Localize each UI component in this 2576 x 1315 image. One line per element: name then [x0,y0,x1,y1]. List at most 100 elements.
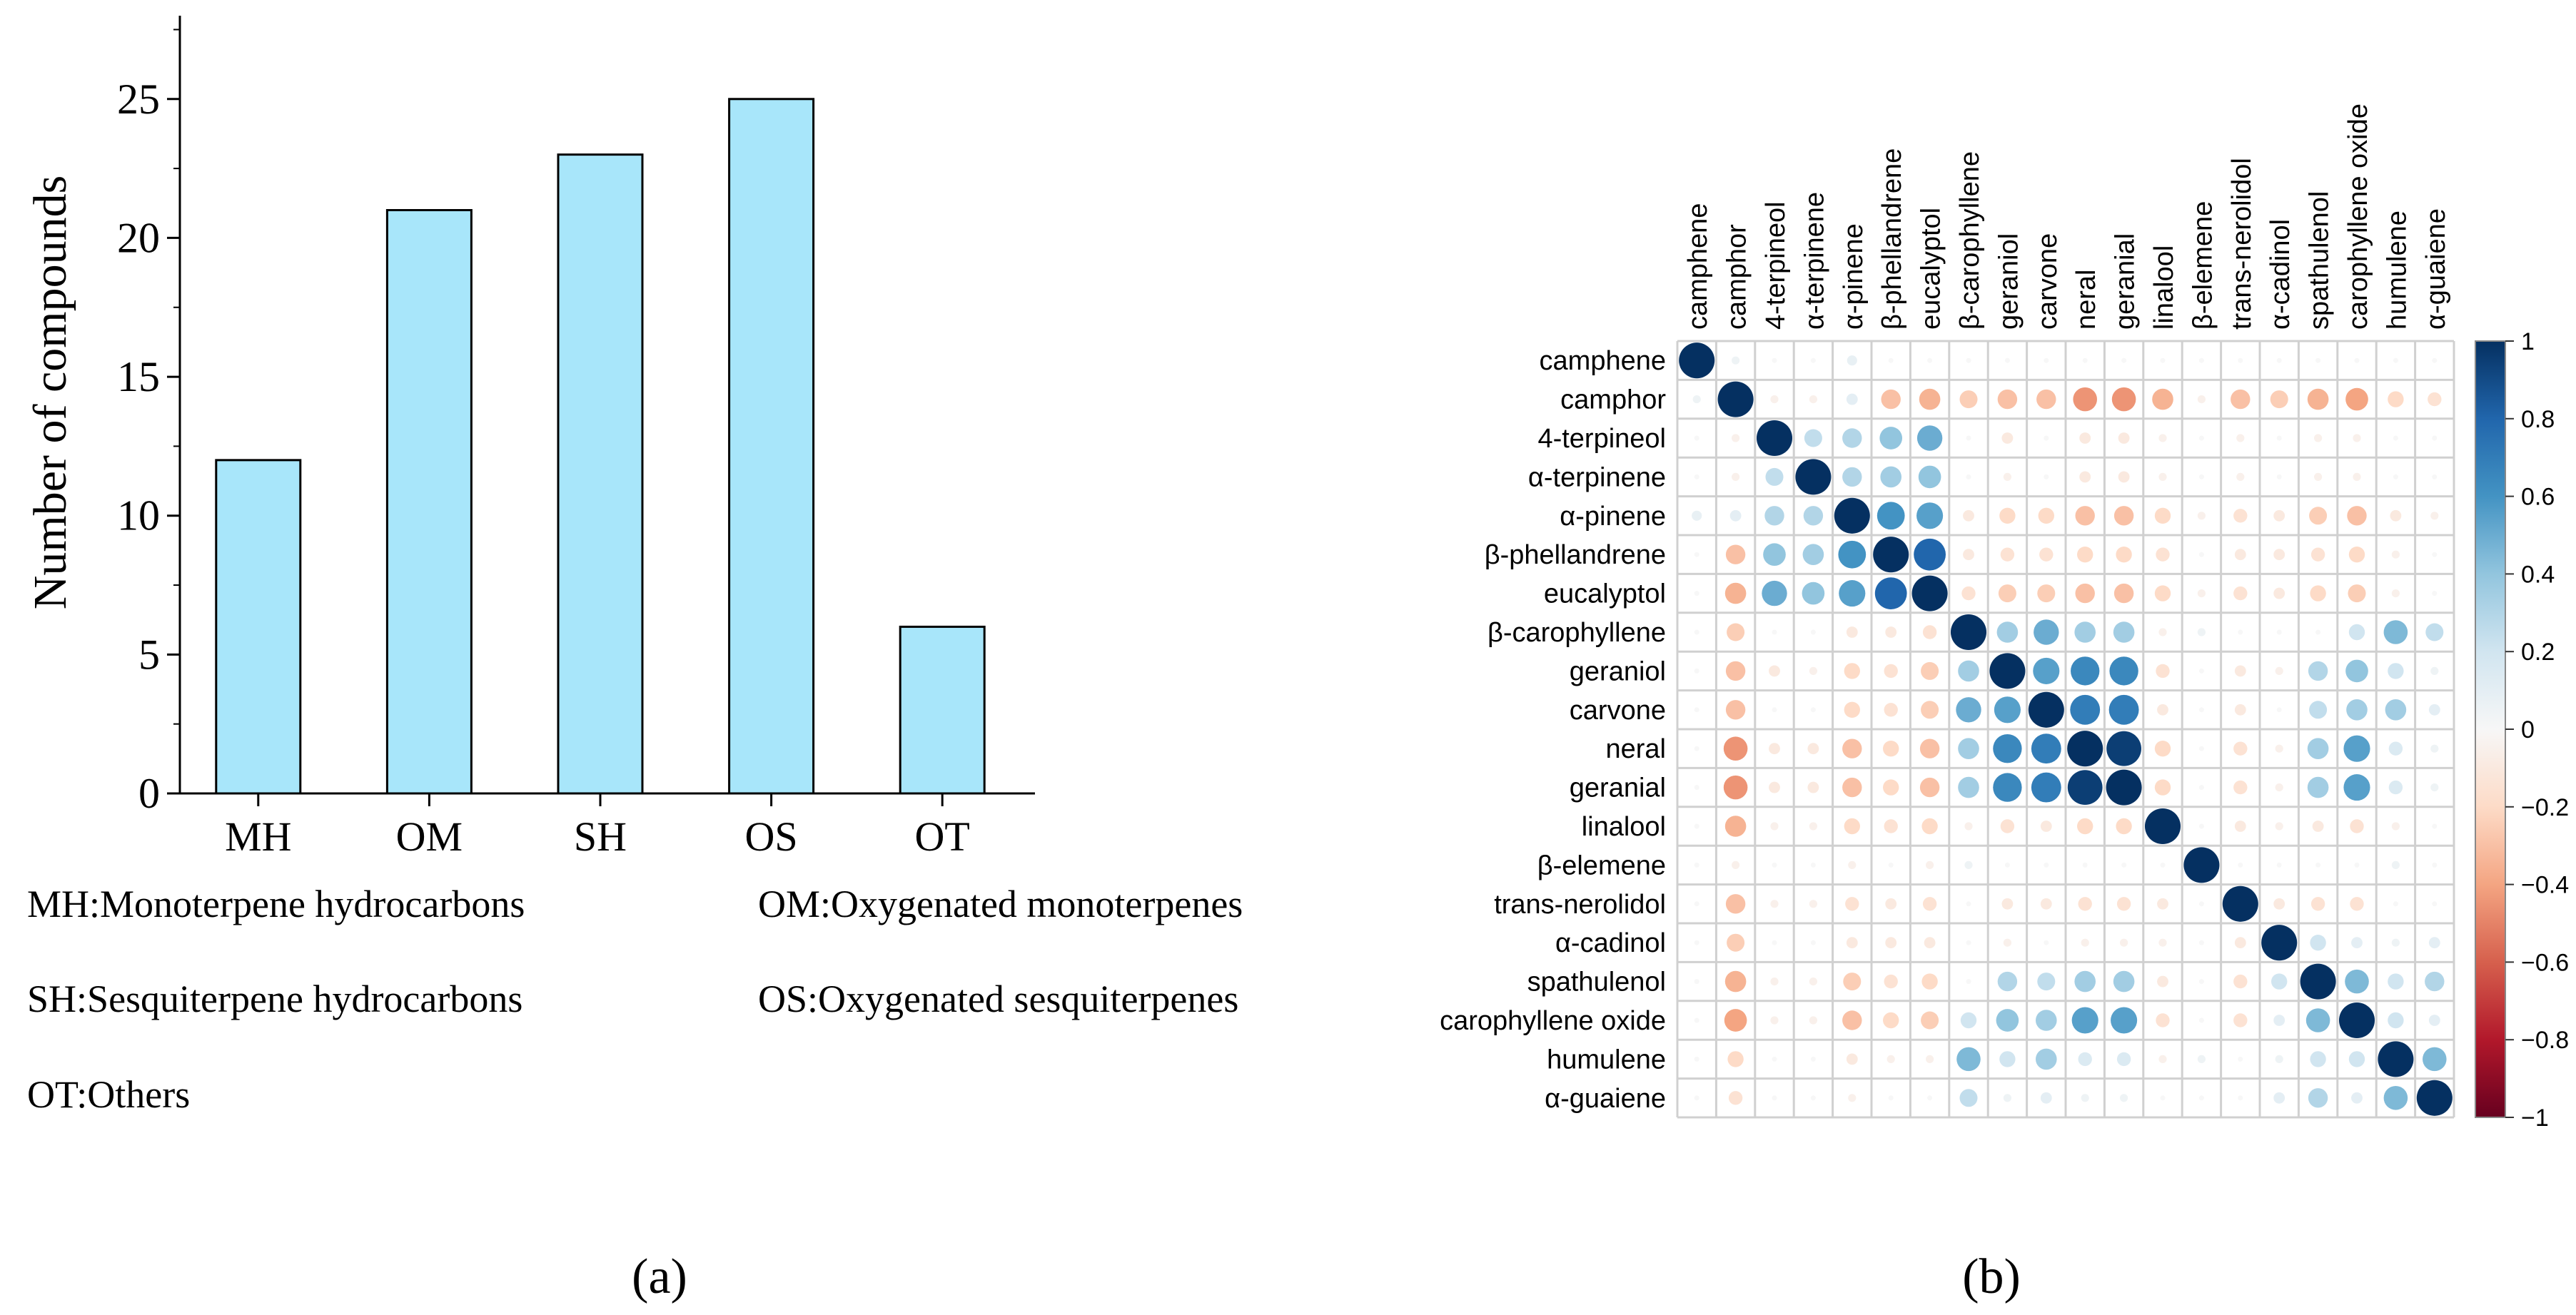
correlation-circle [2231,389,2251,410]
correlation-circle [1881,389,1901,410]
correlation-circle [1809,666,1817,675]
legend-entry: SH:Sesquiterpene hydrocarbons [27,978,522,1020]
correlation-circle [2309,701,2328,719]
correlation-circle [2233,780,2248,795]
correlation-circle [2350,819,2364,833]
correlation-circle [2383,1086,2408,1110]
correlation-circle [1732,472,1740,481]
correlation-circle [1842,777,1862,798]
correlation-circle [2388,973,2404,990]
correlation-circle [1843,973,1862,991]
correlation-circle [2044,435,2049,441]
correlation-circle [1989,653,2026,689]
panel-label-a: (a) [632,1249,687,1304]
correlation-circle [2307,738,2329,760]
correlation-circle [1842,1010,1862,1030]
correlation-circle [1844,818,1860,835]
colorbar: 1 0.8 0.6 0.4 0.2 0 −0.2 −0.4 −0.6 −0.8 −1 [2475,328,2569,1132]
correlation-circle [2234,821,2246,832]
correlation-circle [1694,591,1699,596]
correlation-circle [2276,707,2282,713]
correlation-circle [2345,659,2368,683]
colorbar-tick-label: 0.8 [2521,406,2555,433]
bar-mh [215,459,302,795]
correlation-circle [2198,940,2204,945]
correlation-circle [2423,1047,2447,1072]
correlation-circle [2118,432,2130,444]
correlation-circle [1848,860,1857,869]
correlation-circle [2074,621,2096,643]
correlation-circle [2039,547,2054,562]
correlation-circle [1888,862,1894,868]
correlation-circle [2158,628,2167,636]
correlation-circle [1911,575,1948,611]
correlation-circle [2198,746,2204,751]
correlation-circle [1724,582,1747,604]
correlation-circle [1772,1056,1777,1062]
correlation-circle [2081,1094,2089,1102]
bar-ot [899,625,986,795]
row-label: camphene [1540,346,1666,376]
colorbar-tick-label: −1 [2521,1105,2549,1132]
correlation-circle [1993,734,2022,763]
correlation-circle [2388,391,2404,407]
correlation-circle [1966,901,1971,907]
correlation-circle [1804,429,1822,447]
correlation-circle [2000,819,2015,833]
row-label: neral [1606,734,1667,764]
correlation-circle [2198,901,2204,907]
correlation-circle [2198,668,2204,674]
correlation-circle [2273,549,2285,561]
correlation-circle [2233,1013,2248,1027]
correlation-circle [1810,1095,1816,1101]
correlation-circle [2273,509,2285,522]
correlation-circle [2238,1056,2243,1062]
row-label: α-pinene [1560,502,1666,532]
colorbar-tick-label: −0.8 [2521,1027,2569,1054]
colorbar-tick-label: 0.2 [2521,639,2555,666]
correlation-circle [2028,691,2064,728]
correlation-circle [1966,435,1971,441]
correlation-circle [2428,937,2440,949]
bar-os [728,98,815,795]
correlation-circle [2432,823,2438,829]
legend-entry: OM:Oxygenated monoterpenes [758,883,1243,925]
correlation-circle [1842,428,1862,448]
correlation-circle [2391,550,2400,559]
correlation-circle [2236,434,2245,442]
correlation-circle [2310,547,2325,562]
correlation-circle [1966,940,1971,945]
correlation-circle [2044,940,2049,945]
correlation-circle [1999,507,2016,524]
correlation-circle [2074,970,2096,992]
correlation-circle [2113,970,2135,992]
correlation-circle [2198,435,2204,441]
correlation-circle [1725,661,1746,681]
correlation-circle [2154,741,2171,757]
correlation-circle [1966,474,1971,479]
correlation-circle [1810,707,1816,713]
row-label: β-carophyllene [1487,618,1666,648]
correlation-circle [1770,395,1779,404]
correlation-circle [2000,547,2015,562]
correlation-circle [2430,666,2439,675]
correlation-circle [1960,1012,1977,1029]
correlation-circle [2113,621,2135,643]
bar-series [215,98,986,795]
correlation-circle [1846,393,1858,405]
correlation-circle [1769,665,1780,677]
correlation-circle [2391,938,2400,947]
correlation-circle [2121,862,2127,868]
correlation-circle [2001,898,2014,910]
correlation-circle [2003,1094,2011,1102]
correlation-circle [2234,665,2246,677]
correlation-circle [1926,1055,1934,1063]
correlation-circle [2158,1055,2167,1063]
correlation-circle [1996,621,2019,643]
correlation-circle [2044,862,2049,868]
correlation-circle [2309,507,2328,525]
column-label: β-phellandrene [1877,148,1907,330]
correlation-circle [1886,1055,1895,1063]
colorbar-tick-label: −0.6 [2521,949,2569,976]
correlation-circle [2197,512,2206,520]
